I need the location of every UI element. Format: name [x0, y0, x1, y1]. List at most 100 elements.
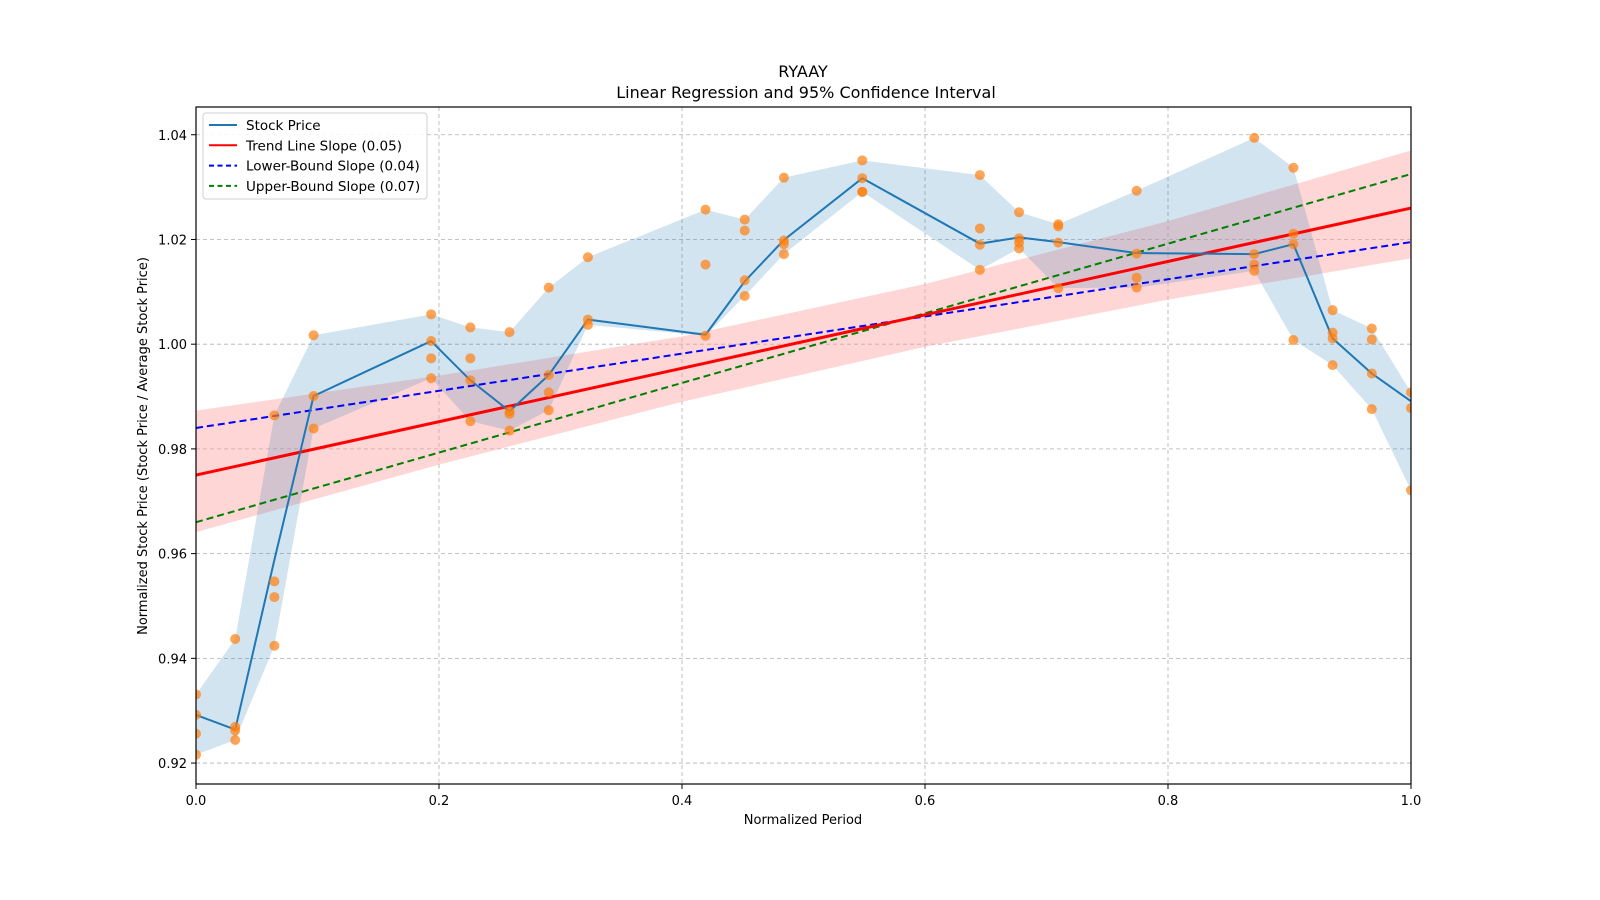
scatter-point: [974, 223, 985, 234]
x-tick-label: 0.8: [1158, 794, 1179, 809]
scatter-point: [778, 239, 789, 250]
scatter-point: [230, 633, 241, 644]
x-tick-label: 0.4: [672, 794, 693, 809]
scatter-point: [1327, 360, 1338, 371]
stock-price-line-group: [196, 177, 1411, 731]
scatter-point: [230, 735, 241, 746]
x-axis-ticks: 0.0 0.2 0.4 0.6 0.8 1.0: [186, 784, 1422, 809]
scatter-point: [1014, 243, 1025, 254]
scatter-point: [1131, 248, 1142, 259]
scatter-point: [543, 370, 554, 381]
scatter-point: [465, 416, 476, 427]
scatter-point: [308, 391, 319, 402]
chart-subtitle: Linear Regression and 95% Confidence Int…: [616, 83, 996, 102]
scatter-point: [1053, 283, 1064, 294]
scatter-point: [426, 309, 437, 320]
scatter-point: [739, 214, 750, 225]
scatter-point: [857, 173, 868, 184]
scatter-point: [1366, 368, 1377, 379]
legend-label: Upper-Bound Slope (0.07): [246, 179, 420, 195]
scatter-point: [269, 640, 280, 651]
scatter-point: [269, 576, 280, 587]
x-tick-label: 0.2: [429, 794, 450, 809]
scatter-point: [543, 405, 554, 416]
scatter-point: [700, 204, 711, 215]
x-tick-label: 1.0: [1401, 794, 1422, 809]
y-tick-label: 1.00: [158, 338, 187, 353]
scatter-point: [1288, 334, 1299, 345]
scatter-point: [196, 749, 201, 760]
scatter-point: [308, 423, 319, 434]
scatter-point: [1288, 228, 1299, 239]
scatter-point: [426, 353, 437, 364]
scatter-point: [582, 252, 593, 263]
axes-frame: [195, 106, 1412, 785]
regression-lines: [195, 173, 1412, 524]
y-axis-ticks: 0.92 0.94 0.96 0.98 1.00 1.02 1.04: [158, 129, 196, 772]
y-tick-label: 0.92: [158, 757, 187, 772]
scatter-point: [465, 322, 476, 333]
scatter-point: [700, 259, 711, 270]
scatter-point: [465, 353, 476, 364]
scatter-point: [974, 170, 985, 181]
scatter-point: [196, 689, 201, 700]
stock-price-line: [196, 177, 1411, 731]
scatter-point: [739, 291, 750, 302]
legend-label: Trend Line Slope (0.05): [245, 138, 402, 154]
legend: Stock Price Trend Line Slope (0.05) Lower-…: [202, 112, 428, 200]
scatter-point: [582, 319, 593, 330]
y-tick-label: 0.96: [158, 548, 187, 563]
scatter-point: [308, 330, 319, 341]
scatter-point: [1406, 403, 1411, 414]
scatter-point: [1249, 265, 1260, 276]
scatter-point: [504, 425, 515, 436]
x-axis-label: Normalized Period: [744, 813, 862, 828]
scatter-point: [1366, 404, 1377, 415]
scatter-point: [1327, 333, 1338, 344]
scatter-point: [1014, 207, 1025, 218]
scatter-point: [857, 186, 868, 197]
scatter-point: [1131, 272, 1142, 283]
scatter-point: [1249, 249, 1260, 260]
scatter-point: [1131, 185, 1142, 196]
scatter-point: [778, 172, 789, 183]
chart-title: RYAAY: [778, 62, 828, 81]
scatter-point: [1366, 334, 1377, 345]
scatter-point: [230, 725, 241, 736]
scatter-points: [196, 132, 1411, 760]
scatter-point: [504, 327, 515, 338]
legend-box: [202, 112, 428, 200]
scatter-point: [739, 275, 750, 286]
scatter-point: [504, 408, 515, 419]
price-range-band: [196, 137, 1411, 755]
scatter-point: [1053, 221, 1064, 232]
y-tick-label: 1.02: [158, 233, 187, 248]
scatter-point: [1406, 485, 1411, 496]
x-tick-label: 0.6: [915, 794, 936, 809]
scatter-point: [1288, 162, 1299, 173]
y-tick-label: 1.04: [158, 129, 187, 144]
legend-label: Lower-Bound Slope (0.04): [246, 159, 420, 175]
scatter-point: [974, 239, 985, 250]
scatter-point: [426, 336, 437, 347]
scatter-point: [1053, 237, 1064, 248]
x-tick-label: 0.0: [186, 794, 207, 809]
scatter-point: [1327, 305, 1338, 316]
scatter-point: [269, 410, 280, 421]
y-tick-label: 0.98: [158, 443, 187, 458]
y-tick-label: 0.94: [158, 652, 187, 667]
min-max-range-band: [196, 137, 1411, 755]
scatter-point: [426, 373, 437, 384]
scatter-point: [1406, 387, 1411, 398]
scatter-point: [543, 282, 554, 293]
scatter-point: [196, 709, 201, 720]
scatter-point: [196, 728, 201, 739]
scatter-point: [543, 387, 554, 398]
scatter-point: [465, 375, 476, 386]
scatter-point: [269, 592, 280, 603]
scatter-point: [857, 155, 868, 166]
scatter-point: [1249, 132, 1260, 143]
legend-label: Stock Price: [246, 118, 321, 134]
scatter-point: [739, 225, 750, 236]
